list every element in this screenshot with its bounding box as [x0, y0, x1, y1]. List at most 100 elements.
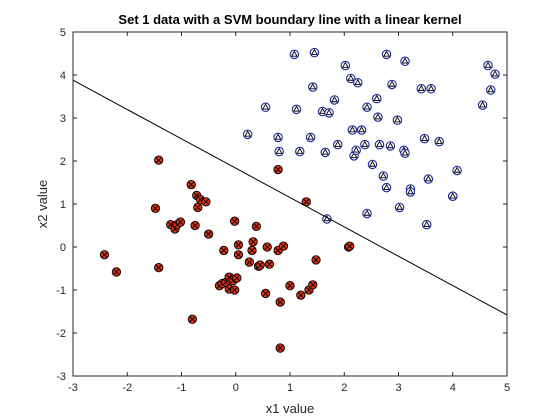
class-a-point: [251, 221, 262, 232]
class-b-point: [423, 174, 434, 184]
class-b-point: [447, 191, 458, 202]
class-a-point: [232, 273, 242, 283]
class-b-point: [291, 104, 302, 115]
y-tick-label: 3: [60, 113, 66, 125]
class-a-point: [262, 242, 272, 252]
class-b-point: [405, 187, 416, 197]
class-b-point: [309, 47, 320, 58]
class-b-point: [320, 147, 331, 158]
y-tick-label: -3: [56, 371, 66, 383]
y-tick-label: 2: [60, 156, 66, 168]
x-tick-label: 2: [341, 382, 347, 394]
y-axis-label: x2 value: [35, 180, 50, 228]
class-b-point: [483, 60, 493, 71]
class-a-point: [264, 259, 275, 269]
x-tick-label: -1: [177, 382, 187, 394]
x-tick-label: 4: [450, 382, 456, 394]
boundary-line-segment: [72, 79, 508, 316]
class-b-point: [360, 139, 370, 150]
class-b-point: [426, 84, 436, 94]
class-a-point: [111, 267, 122, 277]
x-tick-label: -3: [68, 382, 78, 394]
class-a-point: [233, 250, 244, 260]
class-a-point: [190, 220, 200, 231]
x-tick-label: -2: [122, 382, 132, 394]
class-a-point: [275, 297, 285, 307]
class-b-point: [260, 102, 271, 113]
class-a-point: [278, 241, 289, 251]
class-b-point: [485, 85, 496, 95]
class-a-point: [255, 260, 265, 270]
class-b-point: [374, 139, 385, 150]
class-a-point: [247, 245, 257, 256]
class-a-point: [308, 280, 318, 290]
class-a-point: [187, 314, 198, 324]
class-a-point: [230, 285, 240, 295]
class-b-point: [367, 159, 378, 170]
class-a-point: [230, 216, 240, 226]
class-b-point: [305, 132, 316, 143]
class-b-point: [392, 115, 403, 125]
class-b-point: [381, 182, 392, 193]
class-b-point: [452, 165, 462, 176]
class-a-point: [244, 257, 254, 267]
class-a-point: [260, 288, 271, 299]
class-a-point: [219, 245, 229, 256]
class-a-point: [186, 179, 196, 190]
y-tick-label: 5: [60, 27, 66, 39]
class-a-point: [203, 229, 214, 239]
class-a-point: [175, 217, 186, 227]
x-tick-label: 0: [233, 382, 239, 394]
class-a-point: [248, 237, 258, 247]
x-tick-label: 1: [287, 382, 293, 394]
class-b-point: [385, 141, 396, 151]
class-b-point: [273, 132, 283, 143]
class-b-point: [373, 112, 383, 122]
class-a-point: [99, 250, 110, 260]
class-a-point: [193, 202, 203, 213]
class-b-point: [490, 69, 500, 79]
svm-boundary-line: [72, 79, 508, 316]
class-a-point: [285, 281, 295, 291]
class-b-point: [289, 49, 300, 60]
class-b-point: [340, 60, 351, 71]
class-b-point: [332, 139, 343, 150]
y-tick-label: -1: [56, 285, 66, 297]
class-a-point: [154, 155, 164, 165]
class-b-point: [378, 171, 389, 181]
y-tick-label: -2: [56, 328, 66, 340]
class-b-point: [347, 125, 358, 135]
class-a-point: [154, 262, 164, 273]
class-b-point: [477, 100, 488, 110]
class-a-point: [301, 197, 311, 207]
y-tick-label: 4: [60, 70, 66, 82]
class-b-point: [400, 56, 410, 66]
class-b-point: [372, 93, 382, 104]
class-b-point: [387, 79, 397, 90]
class-a-point: [296, 290, 306, 300]
class-b-point: [308, 82, 318, 92]
class-b-point: [274, 146, 284, 157]
class-b-point: [421, 219, 432, 230]
class-a-point: [345, 241, 355, 251]
axes-box: [72, 31, 508, 377]
class-b-point: [351, 145, 361, 156]
class-a-point: [201, 197, 211, 207]
y-tick-label: 1: [60, 199, 66, 211]
class-b-point: [400, 148, 410, 159]
class-b-point: [434, 136, 444, 147]
class-b-point: [295, 146, 305, 157]
y-tick-label: 0: [60, 242, 66, 254]
class-b-point: [419, 133, 430, 144]
class-b-point: [416, 84, 427, 94]
x-tick-label: 5: [504, 382, 510, 394]
class-b-point: [362, 208, 372, 219]
class-a-point: [273, 164, 283, 175]
class-b-point: [381, 49, 392, 60]
class-b-point: [356, 125, 367, 135]
tick-labels: -3 -2 -1 0 1 2 3 4 5 -3 -2 -1 0 1 2 3 4 5: [56, 27, 510, 394]
class-b-point: [329, 95, 340, 105]
class-b-point: [394, 202, 405, 213]
